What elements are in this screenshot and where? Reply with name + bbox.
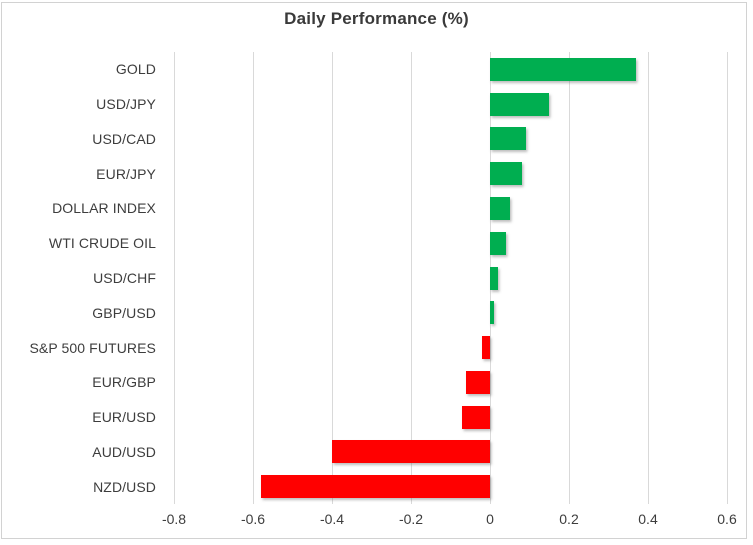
bar-eur-usd [462,405,490,429]
bar-wti-crude-oil [490,231,506,255]
bar-dollar-index [490,196,510,220]
bar-eur-jpy [490,162,522,186]
category-label-usd-jpy: USD/JPY [96,96,156,113]
x-tick-label: -0.2 [398,511,424,527]
bar-usd-chf [490,266,498,290]
x-tick-label: -0.4 [319,511,345,527]
gridline [252,52,254,504]
bars-layer [174,52,727,504]
category-label-wti-crude-oil: WTI CRUDE OIL [48,235,156,252]
category-label-gold: GOLD [115,61,156,78]
bar-usd-cad [490,127,526,151]
category-label-eur-gbp: EUR/GBP [92,374,156,391]
x-tick-label: 0.4 [638,511,658,527]
gridline [726,52,728,504]
gridline [568,52,570,504]
plot-area [173,52,728,504]
bar-gbp-usd [490,301,494,325]
x-tick-label: 0 [486,511,494,527]
category-labels: GOLD USD/JPY USD/CAD EUR/JPY DOLLAR INDEX WTI… [0,52,156,504]
x-tick-label: -0.8 [161,511,187,527]
bar-aud-usd [332,440,490,464]
gridline [410,52,412,504]
category-label-s-p-500-futures: S&P 500 FUTURES [29,339,156,356]
x-tick-label: 0.6 [717,511,737,527]
gridline [173,52,175,504]
category-label-aud-usd: AUD/USD [92,443,156,460]
gridline [331,52,333,504]
category-label-dollar-index: DOLLAR INDEX [52,200,156,217]
bar-usd-jpy [490,92,550,116]
bar-nzd-usd [260,475,490,499]
x-tick-label: -0.6 [240,511,266,527]
gridline [647,52,649,504]
category-label-eur-jpy: EUR/JPY [96,165,156,182]
x-axis: -0.8 -0.6 -0.4 -0.2 0 0.2 0.4 0.6 [162,511,737,531]
bar-eur-gbp [466,370,490,394]
category-label-gbp-usd: GBP/USD [92,304,156,321]
bar-s-p-500-futures [482,336,490,360]
chart-title: Daily Performance (%) [284,9,469,28]
category-label-usd-chf: USD/CHF [93,270,156,286]
category-label-eur-usd: EUR/USD [92,409,156,426]
category-label-usd-cad: USD/CAD [92,130,156,147]
bar-gold [490,57,637,81]
x-tick-label: 0.2 [559,511,579,527]
category-label-nzd-usd: NZD/USD [93,478,156,495]
